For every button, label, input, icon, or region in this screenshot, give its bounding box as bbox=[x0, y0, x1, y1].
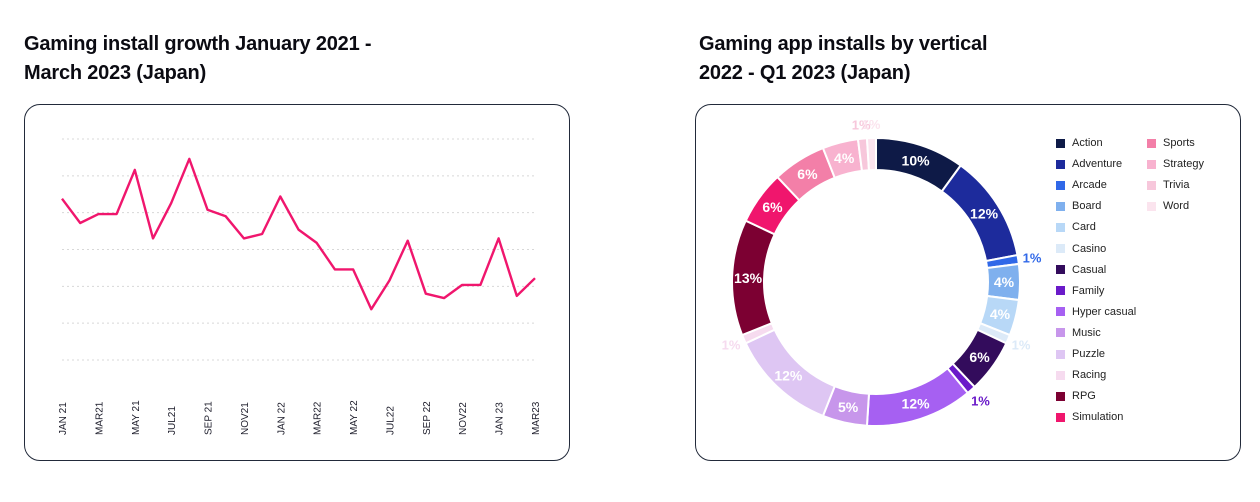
legend-label: Board bbox=[1072, 200, 1102, 213]
legend-label: Strategy bbox=[1163, 158, 1204, 171]
x-tick-label: JUL22 bbox=[385, 406, 396, 435]
legend-label: Word bbox=[1163, 200, 1190, 213]
legend-swatch bbox=[1056, 265, 1065, 275]
legend-label: Arcade bbox=[1072, 179, 1107, 192]
donut-chart: 10%12%1%4%4%1%6%1%12%5%12%1%13%6%6%4%1%1… bbox=[722, 117, 1042, 427]
slice-label-puzzle: 12% bbox=[774, 367, 803, 383]
legend-label: Card bbox=[1072, 221, 1096, 234]
legend-swatch bbox=[1056, 391, 1065, 401]
legend-item-racing: Racing bbox=[1056, 369, 1106, 381]
legend-label: Casual bbox=[1072, 263, 1107, 276]
legend-item-word: Word bbox=[1147, 200, 1189, 212]
legend-item-hyper-casual: Hyper casual bbox=[1056, 306, 1136, 318]
x-tick-label: MAY 21 bbox=[131, 400, 142, 435]
slice-label-arcade: 1% bbox=[1023, 250, 1042, 265]
x-tick-label: NOV21 bbox=[240, 402, 251, 435]
legend-item-board: Board bbox=[1056, 200, 1101, 212]
x-tick-label: SEP 21 bbox=[204, 401, 215, 435]
x-tick-label: JAN 23 bbox=[495, 402, 506, 435]
legend-label: Casino bbox=[1072, 242, 1107, 255]
legend-item-strategy: Strategy bbox=[1147, 158, 1204, 170]
x-tick-label: MAR23 bbox=[531, 401, 542, 435]
slice-label-family: 1% bbox=[971, 394, 990, 409]
legend-swatch bbox=[1147, 180, 1156, 190]
legend-swatch bbox=[1056, 244, 1065, 253]
line-chart-title-line-2: March 2023 (Japan) bbox=[24, 62, 207, 84]
legend-swatch bbox=[1056, 159, 1065, 169]
legend-label: Adventure bbox=[1072, 158, 1123, 171]
slice-label-racing: 1% bbox=[722, 338, 741, 353]
slice-label-hyper-casual: 12% bbox=[902, 396, 931, 412]
legend-item-adventure: Adventure bbox=[1056, 158, 1122, 170]
legend-item-card: Card bbox=[1056, 221, 1096, 233]
x-tick-label: MAY 22 bbox=[349, 400, 360, 435]
legend-label: Family bbox=[1072, 284, 1105, 297]
line-chart-title: Gaming install growth January 2021 - Mar… bbox=[24, 30, 484, 88]
line-chart-title-line-1: Gaming install growth January 2021 - bbox=[24, 33, 372, 55]
slice-label-strategy: 4% bbox=[834, 150, 855, 166]
legend-label: Simulation bbox=[1072, 411, 1124, 424]
slice-label-music: 5% bbox=[838, 399, 859, 415]
donut-chart-card: 10% 12% 1% 4% 4% 1% 6% 1% 12% 5% 12% 1% 13% 6% 6% 4% 1% 1… bbox=[695, 104, 1241, 461]
x-tick-label: NOV22 bbox=[458, 402, 469, 435]
legend-item-arcade: Arcade bbox=[1056, 179, 1107, 191]
x-tick-label: SEP 22 bbox=[422, 401, 433, 435]
legend-swatch bbox=[1056, 307, 1065, 317]
legend-swatch bbox=[1056, 180, 1065, 190]
legend-item-simulation: Simulation bbox=[1056, 411, 1123, 423]
slice-label-action: 10% bbox=[902, 152, 931, 168]
slice-word bbox=[865, 136, 877, 172]
x-tick-label: MAR22 bbox=[313, 401, 324, 435]
slice-label-rpg: 13% bbox=[734, 270, 763, 286]
donut-chart-title-line-1: Gaming app installs by vertical bbox=[699, 33, 988, 55]
slice-label-casino: 1% bbox=[1012, 338, 1031, 353]
legend-swatch bbox=[1056, 222, 1065, 232]
slice-label-word: 1% bbox=[862, 117, 881, 132]
legend-label: Action bbox=[1072, 137, 1103, 149]
slice-label-simulation: 6% bbox=[762, 199, 783, 215]
legend-swatch bbox=[1056, 286, 1065, 296]
legend-item-casino: Casino bbox=[1056, 243, 1106, 255]
legend-item-puzzle: Puzzle bbox=[1056, 348, 1105, 360]
legend-swatch bbox=[1147, 138, 1156, 148]
donut-chart-title-line-2: 2022 - Q1 2023 (Japan) bbox=[699, 62, 911, 84]
x-tick-label: JAN 22 bbox=[276, 402, 287, 435]
legend-label: Trivia bbox=[1163, 179, 1190, 192]
line-chart: JAN 21 MAR21 MAY 21 JUL21 SEP 21 NOV21 JAN 22 M… bbox=[58, 138, 542, 435]
legend-label: Hyper casual bbox=[1072, 305, 1137, 318]
x-tick-label: MAR21 bbox=[94, 401, 105, 435]
legend-item-trivia: Trivia bbox=[1147, 179, 1189, 191]
slice-label-board: 4% bbox=[994, 274, 1015, 290]
legend-swatch bbox=[1056, 349, 1065, 359]
legend-swatch bbox=[1147, 159, 1156, 169]
slice-label-sports: 6% bbox=[797, 166, 818, 182]
legend-item-action: Action bbox=[1056, 137, 1103, 149]
donut-chart-title: Gaming app installs by vertical 2022 - Q… bbox=[699, 30, 1159, 88]
legend-swatch bbox=[1056, 201, 1065, 211]
legend-item-music: Music bbox=[1056, 327, 1101, 339]
legend-item-casual: Casual bbox=[1056, 264, 1106, 276]
slice-label-casual: 6% bbox=[969, 349, 990, 365]
legend-swatch bbox=[1056, 328, 1065, 338]
slice-label-card: 4% bbox=[990, 306, 1011, 322]
legend-swatch bbox=[1147, 201, 1156, 211]
legend-label: Racing bbox=[1072, 369, 1107, 382]
legend-item-rpg: RPG bbox=[1056, 390, 1096, 402]
legend-item-family: Family bbox=[1056, 285, 1104, 297]
slice-label-trivia: 1% bbox=[852, 118, 871, 133]
legend-swatch bbox=[1056, 138, 1065, 148]
slice-label-adventure: 12% bbox=[970, 205, 999, 221]
legend-label: Music bbox=[1072, 326, 1101, 339]
line-chart-card: JAN 21 MAR21 MAY 21 JUL21 SEP 21 NOV21 JAN 22 M… bbox=[24, 104, 570, 461]
legend-label: RPG bbox=[1072, 390, 1096, 403]
legend-item-sports: Sports bbox=[1147, 137, 1195, 149]
legend-label: Sports bbox=[1163, 137, 1195, 149]
x-tick-label: JAN 21 bbox=[58, 402, 69, 435]
x-tick-label: JUL21 bbox=[167, 406, 178, 435]
installs-series-line bbox=[61, 157, 536, 311]
legend-swatch bbox=[1056, 370, 1065, 380]
legend-swatch bbox=[1056, 412, 1065, 422]
legend-label: Puzzle bbox=[1072, 348, 1106, 360]
